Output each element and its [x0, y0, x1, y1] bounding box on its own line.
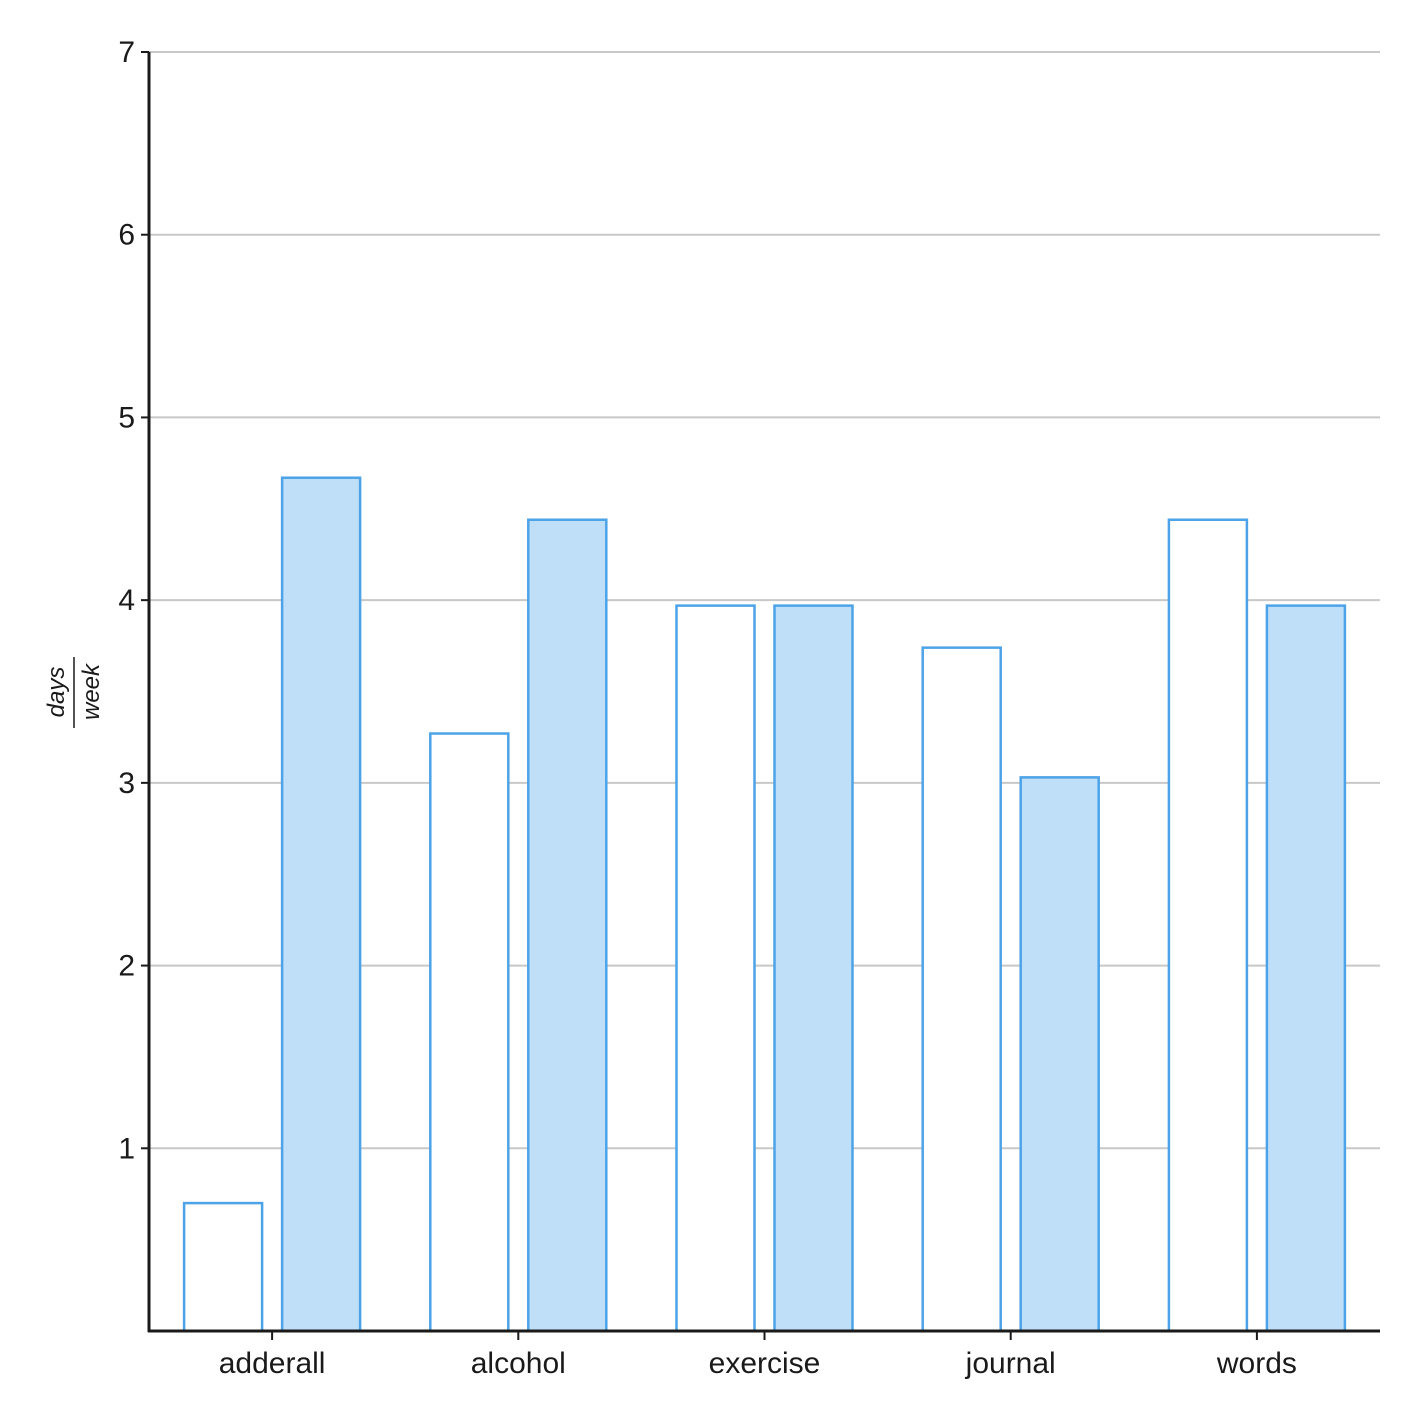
y-tick-label: 3: [118, 767, 135, 800]
x-tick-label: exercise: [709, 1347, 821, 1380]
bar-adderall-series-1: [182, 1201, 264, 1333]
y-tick-label: 2: [118, 950, 135, 983]
y-axis-label-numerator: days: [43, 667, 70, 718]
x-tick-label: alcohol: [471, 1347, 566, 1380]
bar-adderall-series-2: [280, 476, 362, 1333]
bar-words-series-1: [1167, 518, 1249, 1333]
bar-exercise-series-1: [675, 604, 756, 1333]
y-axis-label-denominator: week: [78, 662, 105, 720]
bars: [182, 476, 1347, 1333]
bar-alcohol-series-2: [527, 518, 608, 1333]
x-tick-label: journal: [965, 1347, 1056, 1380]
y-tick-label: 7: [118, 36, 135, 69]
x-axis-ticks: adderall alcohol exercise journal words: [219, 1331, 1297, 1380]
bar-exercise-series-2: [773, 604, 854, 1333]
y-tick-label: 5: [118, 401, 135, 434]
y-tick-label: 4: [118, 584, 135, 617]
bar-alcohol-series-1: [429, 732, 510, 1333]
y-tick-label: 1: [118, 1132, 135, 1165]
bar-journal-series-2: [1019, 776, 1100, 1333]
y-tick-label: 6: [118, 219, 135, 252]
y-axis-label: days week: [43, 657, 105, 728]
x-tick-label: words: [1216, 1347, 1297, 1380]
bar-journal-series-1: [921, 646, 1002, 1333]
y-axis-ticks: 1 2 3 4 5 6 7: [118, 36, 149, 1165]
bar-words-series-2: [1265, 604, 1347, 1333]
x-tick-label: adderall: [219, 1347, 326, 1380]
